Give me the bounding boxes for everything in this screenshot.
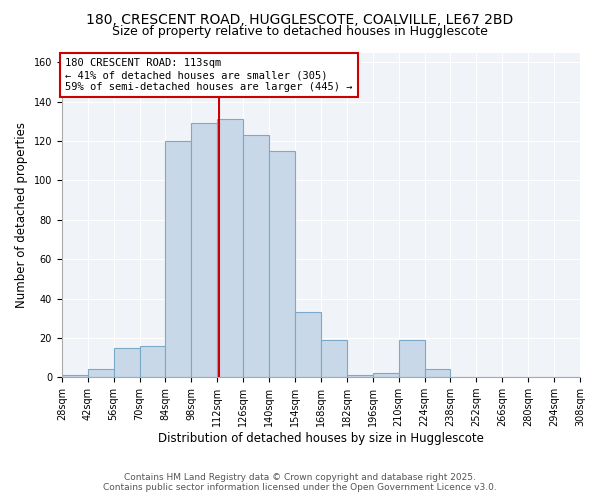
Bar — [243, 135, 269, 377]
Bar — [217, 120, 243, 377]
Bar — [425, 370, 451, 377]
Bar — [113, 348, 140, 377]
Y-axis label: Number of detached properties: Number of detached properties — [15, 122, 28, 308]
Bar — [269, 151, 295, 377]
Bar — [166, 141, 191, 377]
Text: 180, CRESCENT ROAD, HUGGLESCOTE, COALVILLE, LE67 2BD: 180, CRESCENT ROAD, HUGGLESCOTE, COALVIL… — [86, 12, 514, 26]
Bar — [398, 340, 425, 377]
Bar — [347, 376, 373, 377]
Text: Contains HM Land Registry data © Crown copyright and database right 2025.
Contai: Contains HM Land Registry data © Crown c… — [103, 473, 497, 492]
Bar — [140, 346, 166, 377]
Text: Size of property relative to detached houses in Hugglescote: Size of property relative to detached ho… — [112, 25, 488, 38]
X-axis label: Distribution of detached houses by size in Hugglescote: Distribution of detached houses by size … — [158, 432, 484, 445]
Bar — [191, 124, 217, 377]
Bar — [62, 376, 88, 377]
Bar — [88, 370, 113, 377]
Text: 180 CRESCENT ROAD: 113sqm
← 41% of detached houses are smaller (305)
59% of semi: 180 CRESCENT ROAD: 113sqm ← 41% of detac… — [65, 58, 353, 92]
Bar — [373, 374, 398, 377]
Bar — [321, 340, 347, 377]
Bar — [295, 312, 321, 377]
